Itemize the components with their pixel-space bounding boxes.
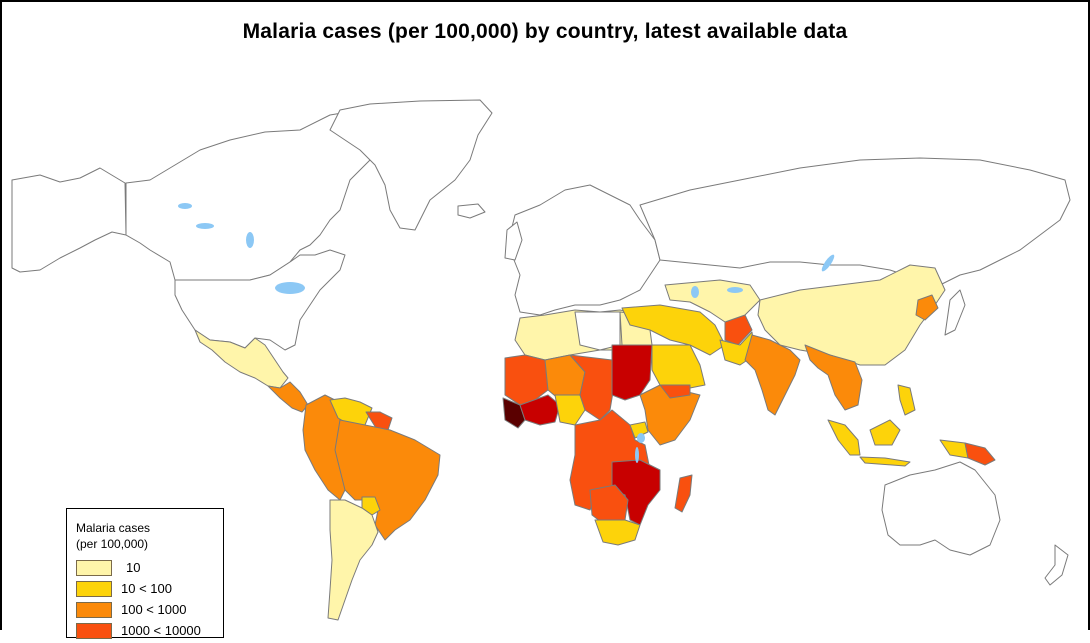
region-australia	[881, 461, 1001, 556]
legend-label: 10 < 100	[121, 581, 172, 596]
region-nigeria	[554, 394, 586, 426]
legend-item-10: 10	[76, 560, 216, 580]
legend-swatch	[76, 560, 112, 576]
region-libya-egypt-gap	[574, 311, 621, 351]
aral-sea	[691, 286, 699, 298]
region-iceland	[457, 203, 486, 219]
region-west-coast	[519, 394, 561, 426]
region-canada	[125, 109, 391, 281]
legend-swatch	[76, 602, 112, 618]
lake-victoria	[637, 433, 645, 443]
region-turkey-iran	[621, 304, 726, 356]
region-india	[744, 334, 801, 416]
legend-swatch	[76, 623, 112, 639]
legend-item-10-100: 10 < 100	[76, 581, 216, 601]
region-mauritania-west	[504, 354, 549, 406]
region-central-america	[267, 381, 309, 413]
region-north-korea	[915, 294, 939, 321]
region-uk	[504, 221, 523, 261]
world-map	[11, 99, 1071, 621]
region-west-africa-dark	[502, 397, 526, 429]
lake-winnipeg	[246, 232, 254, 248]
lake-tanganyika	[635, 447, 639, 463]
region-borneo	[869, 419, 901, 446]
lake-great-slave	[196, 223, 214, 229]
region-yemen	[659, 384, 691, 399]
region-brazil	[334, 419, 441, 541]
region-new-zealand	[1044, 544, 1069, 586]
region-china	[757, 264, 946, 366]
lake-baikal	[821, 254, 835, 272]
legend-label: 1000 < 10000	[121, 623, 201, 638]
region-southeast-asia	[804, 344, 863, 411]
legend-title-line1: Malaria cases	[76, 521, 151, 535]
region-mexico	[194, 329, 289, 389]
legend-item-1000-10000: 1000 < 10000	[76, 623, 216, 643]
region-argentina-chile	[327, 499, 379, 621]
legend-label: 10	[126, 560, 141, 575]
region-madagascar	[674, 474, 693, 513]
region-papua-new-guinea	[964, 442, 996, 466]
map-title: Malaria cases (per 100,000) by country, …	[242, 20, 848, 43]
lake-balkhash	[727, 287, 743, 293]
region-japan	[944, 289, 966, 336]
region-russia	[639, 157, 1071, 286]
legend-item-100-1000: 100 < 1000	[76, 602, 216, 622]
region-new-guinea-west	[939, 439, 969, 459]
region-south-africa	[594, 519, 641, 546]
region-guianas	[365, 411, 393, 431]
region-alaska	[11, 167, 127, 273]
legend: Malaria cases (per 100,000) 10 10 < 100 …	[66, 508, 224, 639]
legend-swatch	[76, 581, 112, 597]
region-paraguay	[361, 496, 381, 516]
legend-title-line2: (per 100,000)	[76, 537, 149, 551]
region-saudi	[651, 344, 706, 391]
lake-great-lakes	[275, 282, 305, 294]
legend-label: 100 < 1000	[121, 602, 187, 617]
region-philippines	[897, 384, 916, 416]
region-sumatra	[827, 419, 861, 456]
legend-title: Malaria cases (per 100,000)	[76, 520, 150, 552]
region-europe	[509, 184, 661, 316]
region-greenland	[329, 99, 493, 231]
region-java	[859, 456, 911, 467]
lake-great-bear	[178, 203, 192, 209]
